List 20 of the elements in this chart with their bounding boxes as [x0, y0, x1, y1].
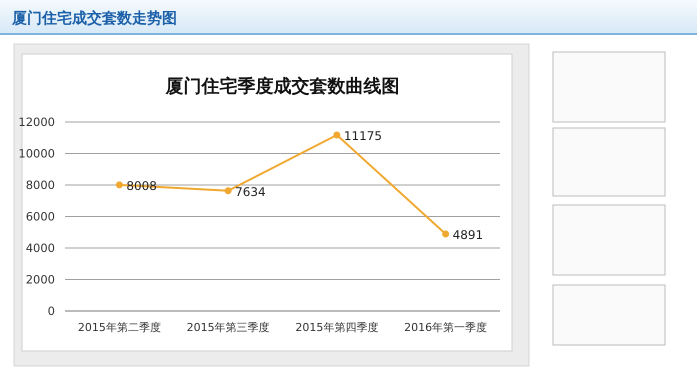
chart-subtitle: 厦门住宅季度成交套数曲线图: [164, 76, 400, 97]
y-tick-label: 4000: [26, 241, 55, 255]
x-tick-label: 2015年第三季度: [186, 321, 270, 334]
x-tick-label: 2015年第四季度: [295, 321, 378, 334]
point: [442, 230, 450, 238]
data-label: 4891: [452, 228, 484, 242]
x-tick-label: 2015年第二季度: [78, 321, 161, 334]
chart-title: 厦门住宅成交套数走势图: [11, 9, 177, 27]
y-tick-label: 12000: [18, 115, 55, 129]
y-tick-label: 0: [48, 304, 55, 318]
y-tick-label: 6000: [26, 210, 55, 224]
data-label: 7634: [235, 184, 266, 199]
point: [116, 181, 123, 188]
point: [224, 187, 232, 194]
data-label: 11175: [344, 128, 382, 143]
point: [333, 131, 340, 138]
x-tick-label: 2016年第一季度: [404, 321, 488, 334]
y-tick-label: 2000: [26, 272, 55, 286]
y-tick-label: 10000: [18, 146, 55, 160]
y-tick-label: 8000: [26, 178, 55, 192]
